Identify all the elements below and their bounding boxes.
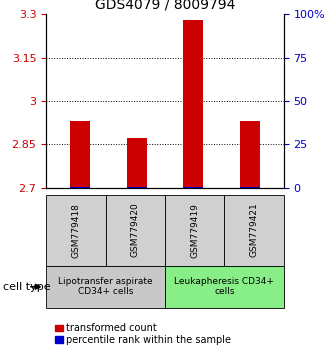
Bar	[127, 138, 147, 188]
Text: Lipotransfer aspirate
CD34+ cells: Lipotransfer aspirate CD34+ cells	[58, 277, 153, 296]
Text: GSM779418: GSM779418	[71, 202, 81, 258]
Bar	[183, 187, 203, 188]
Text: GSM779420: GSM779420	[131, 203, 140, 257]
Bar	[70, 121, 90, 188]
Bar	[183, 20, 203, 188]
Text: GSM779419: GSM779419	[190, 202, 199, 258]
Text: Leukapheresis CD34+
cells: Leukapheresis CD34+ cells	[175, 277, 274, 296]
Text: GSM779421: GSM779421	[249, 203, 259, 257]
Bar	[70, 187, 90, 188]
Title: GDS4079 / 8009794: GDS4079 / 8009794	[95, 0, 235, 12]
Text: cell type: cell type	[3, 282, 51, 292]
Bar	[240, 121, 260, 188]
Legend: transformed count, percentile rank within the sample: transformed count, percentile rank withi…	[51, 319, 235, 349]
